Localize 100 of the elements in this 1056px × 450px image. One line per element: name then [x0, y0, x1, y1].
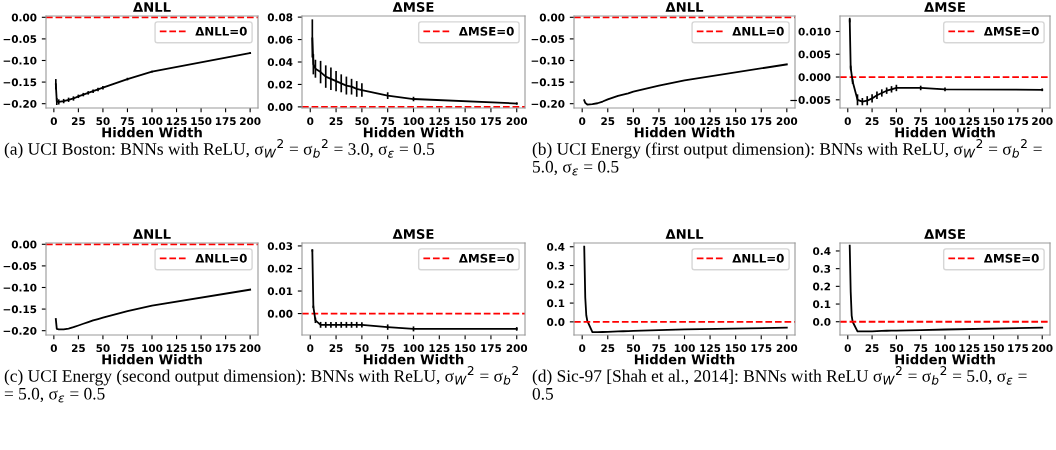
x-tick-label: 150 [725, 344, 747, 353]
y-tick-label: 0.04 [267, 58, 293, 67]
x-tick-label: 125 [700, 117, 721, 126]
x-tick-label: 0 [50, 344, 57, 353]
x-tick-label: 100 [674, 117, 695, 126]
chart-title: ΔMSE [924, 229, 965, 240]
y-tick-label: 0.000 [798, 73, 831, 82]
x-tick-label: 175 [751, 344, 772, 353]
x-tick-label: 125 [959, 117, 980, 126]
x-tick-label: 150 [983, 344, 1004, 353]
y-tick-label: 0.1 [813, 300, 831, 309]
y-tick-label: 0.00 [539, 13, 565, 22]
x-tick-label: 50 [96, 344, 110, 353]
legend-label: ΔNLL=0 [732, 26, 784, 36]
x-tick-label: 150 [455, 117, 476, 126]
y-tick-label: 0.01 [267, 287, 293, 296]
legend-label: ΔNLL=0 [195, 26, 247, 36]
y-tick-label: 0.08 [267, 13, 293, 22]
x-tick-label: 50 [889, 117, 904, 126]
x-tick-label: 200 [776, 344, 798, 353]
x-tick-label: 200 [240, 344, 261, 353]
y-tick-label: −0.10 [3, 283, 37, 292]
x-tick-label: 75 [914, 117, 928, 126]
y-tick-label: −0.15 [531, 78, 565, 87]
chart-title: ΔNLL [133, 2, 171, 12]
x-tick-label: 175 [1008, 117, 1029, 126]
x-tick-label: 150 [455, 344, 476, 353]
x-tick-label: 125 [700, 344, 721, 353]
text: (d) Sic-97 [Shah et al., 2014]: BNNs with ReLU σ$_{W}$$^{2}$ = σ$_{b}$$^{2}$ = 5.0, σ$_{ε}$ = 0.5 [532, 366, 1027, 400]
x-tick-label: 150 [191, 117, 212, 126]
x-tick-label: 25 [865, 344, 879, 353]
x-tick-label: 25 [71, 344, 85, 353]
y-tick-label: 0.02 [267, 80, 293, 89]
x-tick-label: 200 [1032, 117, 1053, 126]
x-tick-label: 0 [579, 344, 586, 353]
y-tick-label: 0.00 [11, 240, 37, 249]
x-tick-label: 100 [403, 344, 424, 353]
x-tick-label: 200 [240, 117, 261, 126]
chart-title: ΔMSE [392, 2, 434, 13]
x-tick-label: 125 [429, 344, 450, 353]
x-axis-title: Hidden Width [895, 127, 995, 138]
x-tick-label: 100 [142, 344, 163, 353]
x-tick-label: 175 [481, 117, 502, 126]
legend-label: ΔMSE=0 [458, 26, 514, 36]
x-tick-label: 75 [381, 117, 395, 126]
y-tick-label: 0.2 [813, 282, 831, 291]
y-tick-label: 0.02 [267, 264, 293, 273]
x-tick-label: 175 [1008, 344, 1029, 353]
y-tick-label: 0.3 [813, 264, 831, 273]
y-tick-label: 0.2 [547, 280, 565, 289]
y-tick-label: 0.010 [798, 27, 831, 36]
x-tick-label: 200 [506, 344, 528, 353]
x-tick-label: 100 [142, 117, 163, 126]
x-axis-title: Hidden Width [102, 354, 202, 365]
x-tick-label: 75 [914, 344, 928, 353]
x-tick-label: 150 [725, 117, 747, 126]
y-tick-label: 0.00 [267, 103, 293, 111]
x-tick-label: 25 [329, 117, 343, 126]
x-tick-label: 0 [844, 117, 851, 126]
chart-title: ΔMSE [924, 2, 965, 13]
x-axis-title: Hidden Width [634, 354, 735, 365]
legend-label: ΔMSE=0 [458, 253, 514, 263]
legend-label: ΔNLL=0 [195, 253, 247, 263]
x-axis-title: Hidden Width [363, 354, 464, 365]
y-tick-label: −0.05 [3, 35, 37, 43]
chart-title: ΔNLL [665, 2, 704, 12]
text: (a) UCI Boston: BNNs with ReLU, σ$_{W}$$^{2}$ = σ$_{b}$$^{2}$ = 3.0, σ$_{ε}$ = 0.5 [4, 139, 435, 159]
y-tick-label: −0.005 [790, 96, 831, 104]
y-tick-label: 0.0 [813, 317, 831, 326]
x-tick-label: 0 [579, 117, 586, 126]
x-tick-label: 0 [307, 117, 314, 126]
y-tick-label: 0.005 [798, 50, 831, 59]
y-tick-label: −0.20 [531, 99, 565, 108]
x-tick-label: 200 [506, 117, 528, 126]
x-axis-title: Hidden Width [102, 127, 202, 138]
x-tick-label: 175 [481, 344, 502, 353]
y-tick-label: −0.05 [3, 262, 37, 270]
x-tick-label: 25 [865, 117, 879, 126]
x-tick-label: 125 [959, 344, 980, 353]
y-tick-label: −0.15 [3, 78, 37, 87]
y-tick-label: 0.03 [267, 242, 293, 251]
x-tick-label: 25 [601, 117, 615, 126]
x-tick-label: 125 [166, 117, 187, 126]
chart-title: ΔMSE [392, 229, 434, 240]
chart-title: ΔNLL [133, 229, 171, 239]
y-tick-label: 0.3 [547, 261, 565, 270]
y-tick-label: 0.00 [11, 13, 37, 22]
x-tick-label: 175 [751, 117, 772, 126]
x-tick-label: 150 [191, 344, 212, 353]
x-tick-label: 75 [652, 117, 666, 126]
legend-label: ΔMSE=0 [983, 26, 1039, 36]
x-tick-label: 75 [381, 344, 395, 353]
x-tick-label: 100 [674, 344, 695, 353]
y-tick-label: 0.4 [547, 242, 565, 251]
y-tick-label: −0.20 [3, 326, 37, 335]
x-tick-label: 75 [120, 117, 134, 126]
x-tick-label: 125 [166, 344, 187, 353]
chart-title: ΔNLL [665, 229, 704, 239]
text: (c) UCI Energy (second output dimension): BNNs with ReLU, σ$_{W}$$^{2}$ = σ$_{b}$$^{2}$ = 5.0, σ$_{ε}$ = 0.5 [4, 366, 518, 403]
x-tick-label: 25 [71, 117, 85, 126]
